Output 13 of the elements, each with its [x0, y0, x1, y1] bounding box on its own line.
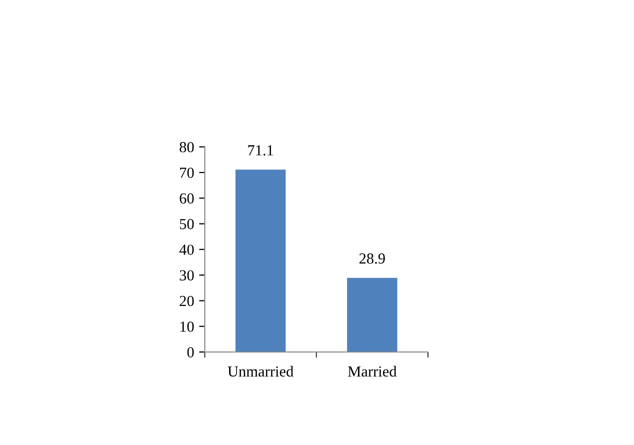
data-label: 28.9 — [359, 253, 385, 264]
y-tick-label: 30 — [180, 270, 194, 281]
x-tick-label: Unmarried — [228, 366, 294, 377]
y-tick-label: 60 — [180, 193, 194, 204]
y-tick-label: 80 — [180, 142, 194, 152]
y-tick-label: 70 — [180, 168, 194, 178]
y-tick-label: 20 — [180, 296, 194, 306]
y-tick-label: 10 — [180, 321, 194, 332]
x-tick-label: Married — [348, 366, 397, 377]
y-tick-label: 50 — [180, 218, 194, 230]
y-tick-label: 40 — [179, 244, 194, 255]
data-label: 71.1 — [248, 145, 274, 156]
y-tick-label: 0 — [187, 347, 194, 358]
